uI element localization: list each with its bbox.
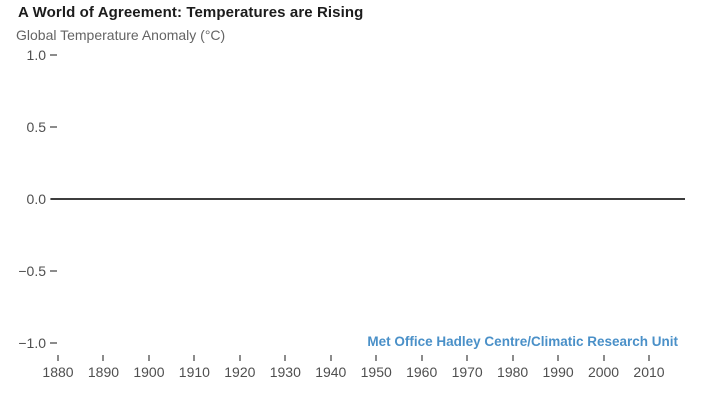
x-tick-mark bbox=[238, 355, 241, 361]
x-tick-label: 1950 bbox=[360, 364, 392, 380]
y-tick-mark bbox=[50, 341, 57, 344]
zero-baseline bbox=[51, 198, 685, 200]
x-tick-label: 1970 bbox=[451, 364, 483, 380]
x-tick-mark bbox=[420, 355, 423, 361]
x-tick-label: 1980 bbox=[497, 364, 529, 380]
y-tick-label: 0.5 bbox=[26, 119, 46, 136]
x-tick-mark bbox=[602, 355, 605, 361]
y-tick-mark bbox=[50, 269, 57, 272]
source-credit: Met Office Hadley Centre/Climatic Resear… bbox=[367, 334, 678, 349]
x-tick-label: 1920 bbox=[224, 364, 256, 380]
x-tick-mark bbox=[375, 355, 378, 361]
y-tick-label: 1.0 bbox=[26, 47, 46, 64]
x-tick-mark bbox=[193, 355, 196, 361]
x-tick-mark bbox=[57, 355, 59, 361]
x-tick-label: 1930 bbox=[269, 364, 301, 380]
y-tick-label: −1.0 bbox=[18, 334, 46, 351]
x-tick-mark bbox=[557, 355, 560, 361]
x-tick-label: 1990 bbox=[542, 364, 574, 380]
chart-title: A World of Agreement: Temperatures are R… bbox=[18, 4, 364, 21]
x-tick-mark bbox=[102, 355, 105, 361]
x-tick-label: 1880 bbox=[42, 364, 74, 380]
y-tick-label: −0.5 bbox=[18, 262, 46, 279]
x-tick-label: 1890 bbox=[87, 364, 120, 380]
x-tick-label: 2000 bbox=[587, 364, 620, 380]
x-tick-mark bbox=[466, 355, 469, 361]
x-tick-mark bbox=[511, 355, 514, 361]
x-tick-label: 1960 bbox=[406, 364, 438, 380]
x-tick-mark bbox=[648, 355, 650, 361]
y-tick-label: 0.0 bbox=[26, 191, 46, 207]
y-axis-title: Global Temperature Anomaly (°C) bbox=[16, 27, 226, 43]
y-tick-mark bbox=[50, 126, 57, 129]
x-tick-label: 1910 bbox=[178, 364, 210, 380]
x-tick-mark bbox=[329, 355, 332, 361]
y-tick-mark bbox=[50, 54, 57, 57]
x-tick-label: 2010 bbox=[633, 364, 665, 380]
x-tick-label: 1940 bbox=[315, 364, 347, 380]
x-tick-mark bbox=[284, 355, 287, 361]
x-tick-label: 1900 bbox=[133, 364, 165, 380]
x-tick-mark bbox=[147, 355, 150, 361]
